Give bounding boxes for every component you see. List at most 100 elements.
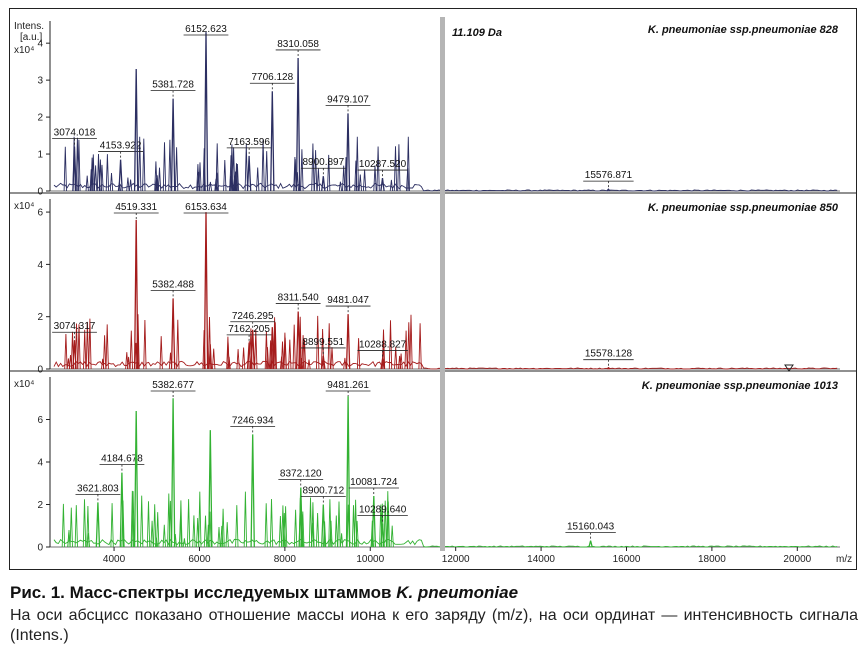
minor-peak [337,501,341,548]
spectrum-peak [133,219,139,370]
minor-peak [343,357,347,370]
minor-peak [288,339,292,370]
peak-label: 3074.018 [54,128,96,139]
minor-peak [138,136,142,192]
minor-peak [90,157,94,192]
peak-label: 8900.897 [302,157,344,168]
minor-peak [168,139,172,192]
spectrum-peak [380,358,385,370]
spectrum-peak [345,113,351,192]
minor-peak [261,138,265,192]
y-tick-label: 4 [37,260,43,271]
minor-peak [279,356,284,370]
x-tick-label: 18000 [698,554,726,565]
y-tick-label: 4 [37,39,43,50]
minor-peak [330,347,334,370]
minor-peak [334,515,338,548]
minor-peak [353,499,358,548]
spectrum-peak [203,212,209,370]
minor-peak [186,499,191,548]
spectrum-peak [295,311,301,370]
minor-peak [311,143,315,192]
minor-peak [339,533,344,548]
minor-peak [174,147,179,192]
minor-peak [63,146,67,192]
caption-title: Рис. 1. Масс-спектры исследуемых штаммов… [10,583,858,603]
minor-peak [376,146,380,192]
minor-peak [143,319,147,370]
marker-triangle [784,364,794,372]
spectrum-peak [270,327,275,370]
panel-title: K. pneumoniae ssp.pneumoniae 850 [648,202,839,214]
spectrum-peak [170,398,176,548]
peak-label: 7163.596 [228,137,270,148]
x-tick-label: 12000 [442,554,470,565]
minor-peak [397,144,401,192]
spectrum-peak [321,176,326,192]
minor-peak [244,144,248,192]
minor-peak [264,503,268,548]
spectrum-peak [270,91,275,192]
spectrum-peak [118,159,123,192]
minor-peak [307,359,311,370]
minor-peak [223,159,227,192]
spectrum-peak [95,502,101,548]
minor-peak [212,348,216,370]
minor-peak [207,316,212,370]
minor-peak [313,150,318,192]
x-tick-label: 4000 [103,554,126,565]
minor-peak [265,347,270,370]
spectrum-peak [119,472,125,548]
minor-peak [282,512,286,548]
minor-peak [418,323,422,370]
spectrum-peak [380,523,385,548]
peak-label: 5382.677 [152,380,194,391]
spectrum-peak [345,314,351,370]
peak-label: 9479.107 [327,94,369,105]
y-exponent-label: x10⁴ [14,379,34,390]
minor-peak [354,160,358,192]
peak-label: 7162.205 [228,324,270,335]
minor-peak [269,498,274,548]
y-tick-label: 6 [37,415,43,426]
minor-peak [254,329,258,370]
spectrum-peak [208,430,213,548]
minor-peak [86,505,90,548]
spectrum-peak [606,366,611,370]
peak-label: 10288.827 [359,340,407,351]
spectrum-peak [321,355,326,370]
minor-peak [67,529,71,548]
minor-peak [264,330,269,370]
minor-peak [225,522,229,548]
minor-peak [93,165,98,192]
minor-peak [167,493,171,548]
peak-label: 7706.128 [251,72,293,83]
minor-peak [110,503,114,548]
spectrum-peak [250,329,255,370]
peak-label: 15576.871 [585,170,633,181]
spectrum-peak [246,155,252,192]
minor-peak [89,169,93,192]
panel-title: K. pneumoniae ssp.pneumoniae 1013 [642,380,838,392]
minor-peak [69,507,73,548]
peak-label: 8900.712 [302,486,344,497]
spectrum-peak [170,298,176,370]
x-tick-label: 8000 [274,554,297,565]
minor-peak [407,322,411,370]
spectrum-peak [250,434,255,548]
minor-peak [131,491,135,548]
y-axis-label: Intens. [14,21,44,32]
minor-peak [316,315,320,370]
peak-label: 15578.128 [585,349,633,360]
spectrum-trace [53,182,838,192]
spectrum-peak [72,146,77,192]
minor-peak [229,155,233,192]
minor-peak [362,169,367,192]
minor-peak [196,164,200,192]
caption-title-prefix: Рис. 1. Масс-спектры исследуемых штаммов [10,583,397,602]
mass-spectra-plot: 01234x10⁴3074.0184153.9225381.7286152.62… [10,17,856,565]
minor-peak [102,335,107,370]
minor-peak [308,497,313,548]
minor-peak [327,323,331,370]
minor-peak [140,495,144,548]
